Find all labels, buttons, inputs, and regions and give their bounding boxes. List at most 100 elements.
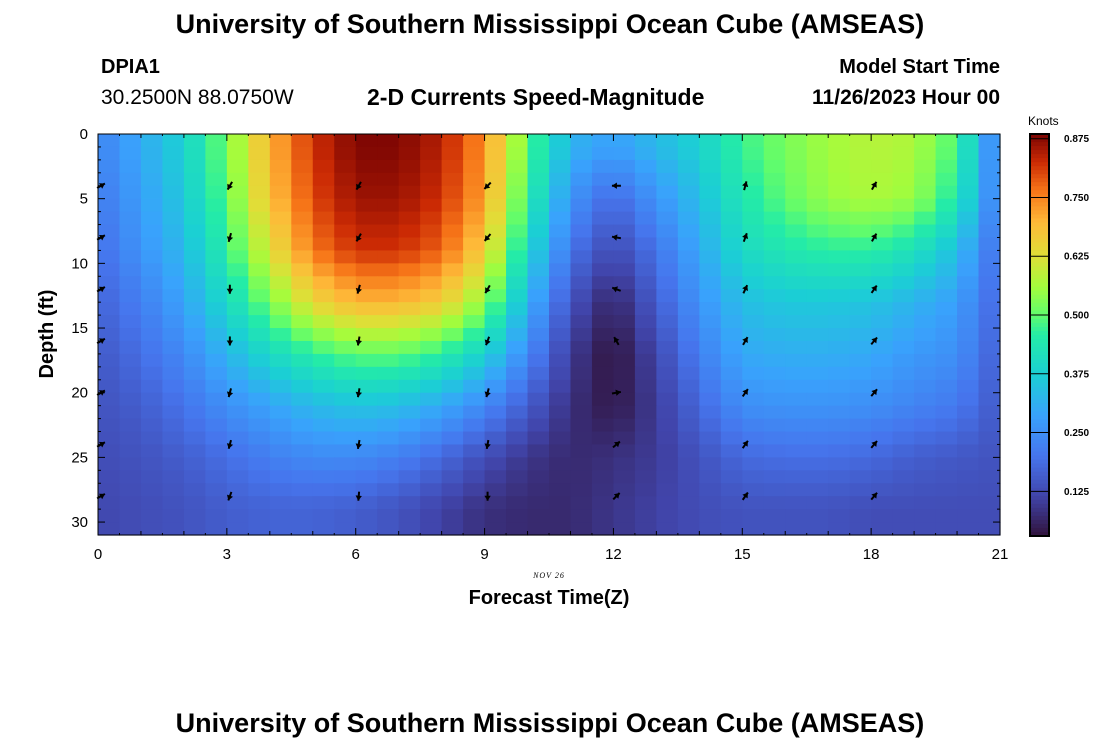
- heatmap-cell: [355, 405, 378, 420]
- heatmap-cell: [978, 509, 1001, 523]
- heatmap-cell: [269, 353, 292, 368]
- heatmap-cell: [613, 302, 636, 316]
- heatmap-cell: [720, 470, 743, 484]
- heatmap-cell: [506, 134, 529, 148]
- heatmap-cell: [677, 379, 700, 394]
- heatmap-cell: [398, 250, 421, 264]
- heatmap-cell: [892, 470, 915, 484]
- heatmap-cell: [914, 302, 937, 316]
- heatmap-cell: [527, 146, 550, 161]
- heatmap-cell: [205, 276, 228, 290]
- heatmap-cell: [828, 470, 851, 484]
- heatmap-cell: [677, 185, 700, 200]
- axis-ticks: [97, 133, 1001, 536]
- heatmap-cell: [720, 289, 743, 303]
- heatmap-cell: [613, 353, 636, 368]
- heatmap-cell: [162, 211, 185, 226]
- heatmap-cell: [849, 185, 872, 200]
- heatmap-cell: [763, 159, 786, 174]
- heatmap-cell: [527, 431, 550, 446]
- heatmap-cell: [441, 315, 464, 329]
- current-arrow: [483, 233, 492, 242]
- heatmap-cell: [785, 328, 808, 342]
- heatmap-cell: [656, 328, 679, 342]
- heatmap-cell: [484, 146, 507, 161]
- heatmap-cell: [527, 289, 550, 303]
- heatmap-cell: [634, 159, 657, 174]
- heatmap-cell: [484, 509, 507, 523]
- heatmap-cell: [269, 457, 292, 471]
- heatmap-cell: [312, 366, 335, 381]
- heatmap-cell: [420, 379, 443, 394]
- heatmap-cell: [98, 276, 121, 290]
- heatmap-cell: [549, 457, 572, 471]
- heatmap-cell: [334, 418, 357, 433]
- heatmap-cell: [828, 237, 851, 252]
- heatmap-cell: [226, 159, 249, 174]
- heatmap-cell: [892, 431, 915, 446]
- heatmap-cell: [720, 276, 743, 290]
- heatmap-cell: [914, 224, 937, 239]
- heatmap-cell: [634, 211, 657, 226]
- heatmap-cell: [269, 250, 292, 264]
- heatmap-cell: [656, 211, 679, 226]
- heatmap-cell: [119, 289, 142, 303]
- heatmap-cell: [892, 185, 915, 200]
- heatmap-cell: [549, 159, 572, 174]
- heatmap-cell: [140, 250, 164, 264]
- heatmap-cell: [914, 159, 937, 174]
- heatmap-cell: [828, 418, 851, 433]
- heatmap-cell: [763, 237, 786, 252]
- heatmap-cell: [162, 263, 185, 277]
- heatmap-cell: [935, 198, 958, 213]
- heatmap-cell: [828, 146, 851, 161]
- heatmap-cell: [828, 250, 851, 264]
- heatmap-cell: [527, 276, 550, 290]
- heatmap-cell: [269, 263, 292, 277]
- heatmap-cell: [677, 392, 700, 407]
- heatmap-cell: [806, 418, 829, 433]
- heatmap-cell: [441, 379, 464, 394]
- heatmap-cell: [183, 224, 206, 239]
- heatmap-cell: [269, 444, 292, 458]
- heatmap-cell: [871, 457, 894, 471]
- heatmap-cell: [699, 172, 722, 187]
- heatmap-cell: [957, 470, 980, 484]
- heatmap-cell: [463, 250, 486, 264]
- heatmap-cell: [377, 366, 400, 381]
- heatmap-cell: [140, 315, 164, 329]
- heatmap-cell: [377, 263, 400, 277]
- current-arrow: [226, 336, 234, 346]
- current-arrow: [741, 388, 749, 397]
- heatmap-cell: [699, 315, 722, 329]
- heatmap-cell: [377, 470, 400, 484]
- current-arrow: [612, 440, 621, 449]
- y-tick-label: 25: [71, 449, 88, 466]
- heatmap-cell: [849, 366, 872, 381]
- heatmap-cell: [183, 405, 206, 420]
- heatmap-cell: [828, 198, 851, 213]
- colorbar-frame: [1029, 133, 1050, 537]
- heatmap-cell: [978, 237, 1001, 252]
- heatmap-cell: [677, 340, 700, 355]
- heatmap-cell: [849, 509, 872, 523]
- heatmap-cell: [205, 328, 228, 342]
- heatmap-cell: [420, 366, 443, 381]
- heatmap-cell: [162, 159, 185, 174]
- heatmap-cell: [806, 315, 829, 329]
- heatmap-cell: [978, 470, 1001, 484]
- heatmap-cell: [420, 146, 443, 161]
- heatmap-cell: [634, 302, 657, 316]
- heatmap-cell: [871, 522, 894, 536]
- colorbar: 0.875 0.750 0.625 0.500 0.375 0.250 0.125 Knots: [1028, 114, 1089, 537]
- heatmap-cell: [420, 211, 443, 226]
- heatmap-cell: [720, 353, 743, 368]
- heatmap-cell: [140, 146, 164, 161]
- heatmap-cell: [978, 159, 1001, 174]
- heatmap-cell: [828, 392, 851, 407]
- heatmap-cell: [677, 289, 700, 303]
- heatmap-cell: [506, 379, 529, 394]
- heatmap-cell: [892, 211, 915, 226]
- heatmap-cell: [699, 224, 722, 239]
- heatmap-cell: [119, 340, 142, 355]
